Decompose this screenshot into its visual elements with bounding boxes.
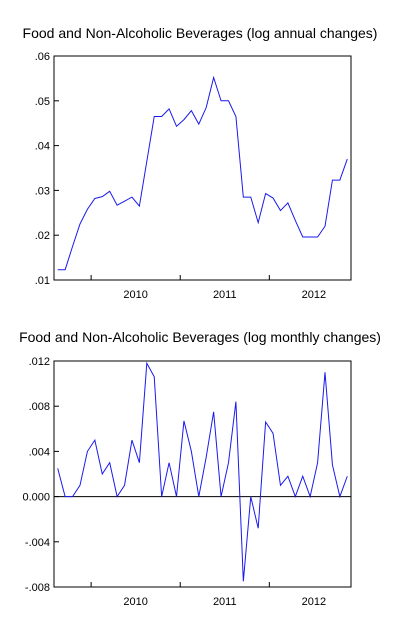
monthly-y-tick-label: -.004 (25, 537, 50, 549)
monthly-y-tick-label: 0.000 (22, 492, 50, 504)
monthly-y-tick-label: .008 (29, 401, 50, 413)
annual-x-tick-label: 2010 (123, 289, 147, 301)
monthly-x-tick-label: 2012 (302, 596, 326, 608)
annual-changes-chart: Food and Non-Alcoholic Beverages (log an… (23, 25, 378, 301)
annual-y-tick-label: .04 (35, 141, 50, 153)
monthly-x-axis: 2010 2011 2012 (90, 582, 326, 608)
monthly-x-tick-label: 2011 (213, 596, 237, 608)
annual-y-tick-label: .03 (35, 185, 50, 197)
annual-y-tick-label: .05 (35, 96, 50, 108)
annual-x-tick-label: 2011 (213, 289, 237, 301)
annual-y-tick-label: .02 (35, 230, 50, 242)
annual-series-line (57, 75, 348, 271)
monthly-series-line (57, 361, 348, 582)
annual-y-tick-label: .06 (35, 51, 50, 63)
monthly-plot-frame (53, 360, 352, 588)
annual-chart-title: Food and Non-Alcoholic Beverages (log an… (23, 25, 378, 41)
annual-y-axis: .01 .02 .03 .04 .05 .06 (35, 51, 59, 287)
annual-plot-frame (53, 55, 352, 281)
monthly-chart-title: Food and Non-Alcoholic Beverages (log mo… (19, 329, 381, 345)
monthly-y-tick-label: .004 (29, 446, 50, 458)
annual-x-axis: 2010 2011 2012 (90, 275, 326, 301)
monthly-y-tick-label: .012 (29, 356, 50, 368)
monthly-changes-chart: Food and Non-Alcoholic Beverages (log mo… (19, 329, 381, 608)
monthly-y-axis: -.008 -.004 0.000 .004 .008 .012 (22, 356, 59, 594)
annual-y-tick-label: .01 (35, 275, 50, 287)
monthly-x-tick-label: 2010 (123, 596, 147, 608)
monthly-y-tick-label: -.008 (25, 582, 50, 594)
annual-x-tick-label: 2012 (302, 289, 326, 301)
